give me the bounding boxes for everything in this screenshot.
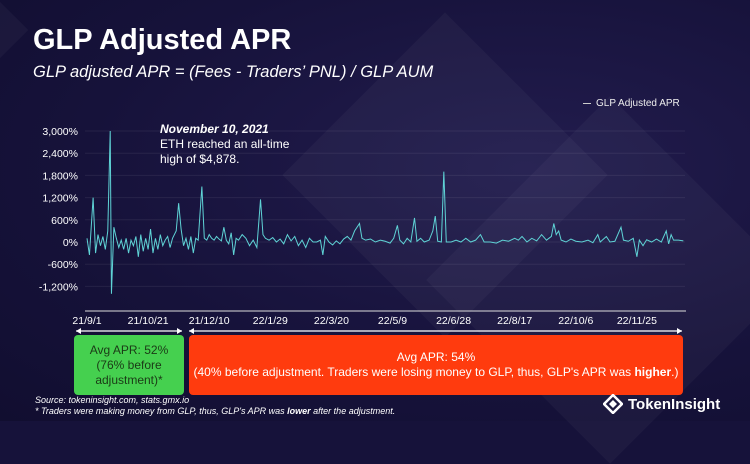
x-tick-label: 22/3/20	[314, 315, 349, 327]
annotation-line2: high of $4,878.	[160, 152, 240, 166]
red-box-text: (40% before adjustment. Traders were los…	[193, 365, 635, 379]
green-summary-box: Avg APR: 52% (76% before adjustment)*	[74, 335, 184, 395]
page-title: GLP Adjusted APR	[33, 24, 292, 56]
y-tick-label: -600%	[48, 259, 78, 271]
source-text: Source: tokeninsight.com, stats.gmx.io	[35, 395, 190, 405]
y-tick-label: 0%	[63, 237, 78, 249]
legend-label: GLP Adjusted APR	[596, 98, 680, 109]
x-tick-label: 22/5/9	[378, 315, 407, 327]
x-tick-label: 22/1/29	[253, 315, 288, 327]
annotation-line1: ETH reached an all-time	[160, 137, 290, 151]
footnote-end: after the adjustment.	[310, 406, 396, 416]
chart-svg: 3,000% 2,400% 1,800% 1,200% 600% 0% -600% -1,20…	[39, 126, 686, 334]
annotation-date: November 10, 2021	[160, 122, 269, 136]
y-tick-label: 3,000%	[42, 126, 78, 138]
y-tick-label: 1,800%	[42, 170, 78, 182]
x-tick-label: 21/9/1	[72, 315, 101, 327]
red-summary-box: Avg APR: 54% (40% before adjustment. Tra…	[189, 335, 683, 395]
footer-notes: Source: tokeninsight.com, stats.gmx.io *…	[35, 395, 395, 417]
green-box-line1: Avg APR: 52%	[89, 342, 169, 357]
logo-diamond-icon	[603, 394, 623, 414]
y-tick-label: 600%	[51, 215, 78, 227]
chart-legend: GLP Adjusted APR	[583, 98, 680, 109]
x-tick-label: 21/10/21	[128, 315, 169, 327]
x-tick-label: 22/10/6	[558, 315, 593, 327]
green-box-line3: adjustment)*	[95, 372, 163, 387]
footnote-emph: lower	[287, 406, 311, 416]
red-box-line2: (40% before adjustment. Traders were los…	[189, 365, 683, 380]
footnote-text: * Traders were making money from GLP, th…	[35, 406, 288, 416]
x-tick-label: 22/11/25	[617, 315, 657, 327]
y-tick-label: 2,400%	[42, 148, 78, 160]
red-box-end: .)	[671, 365, 679, 379]
logo-text: TokenInsight	[628, 395, 721, 413]
footnote: * Traders were making money from GLP, th…	[35, 406, 395, 417]
red-box-line1: Avg APR: 54%	[396, 350, 476, 364]
red-box-emph: higher	[634, 365, 672, 379]
tokeninsight-logo: TokenInsight	[603, 394, 720, 414]
green-box-line2: (76% before	[96, 357, 162, 372]
y-tick-label: 1,200%	[42, 193, 78, 205]
y-tick-label: -1,200%	[39, 281, 78, 293]
annotation: November 10, 2021 ETH reached an all-tim…	[160, 122, 289, 167]
legend-line-icon	[583, 102, 591, 104]
x-tick-label: 22/6/28	[436, 315, 471, 327]
series-line	[86, 130, 684, 294]
x-tick-label: 22/8/17	[497, 315, 532, 327]
subtitle: GLP adjusted APR = (Fees - Traders’ PNL)…	[33, 63, 434, 81]
x-tick-label: 21/12/10	[189, 315, 230, 327]
